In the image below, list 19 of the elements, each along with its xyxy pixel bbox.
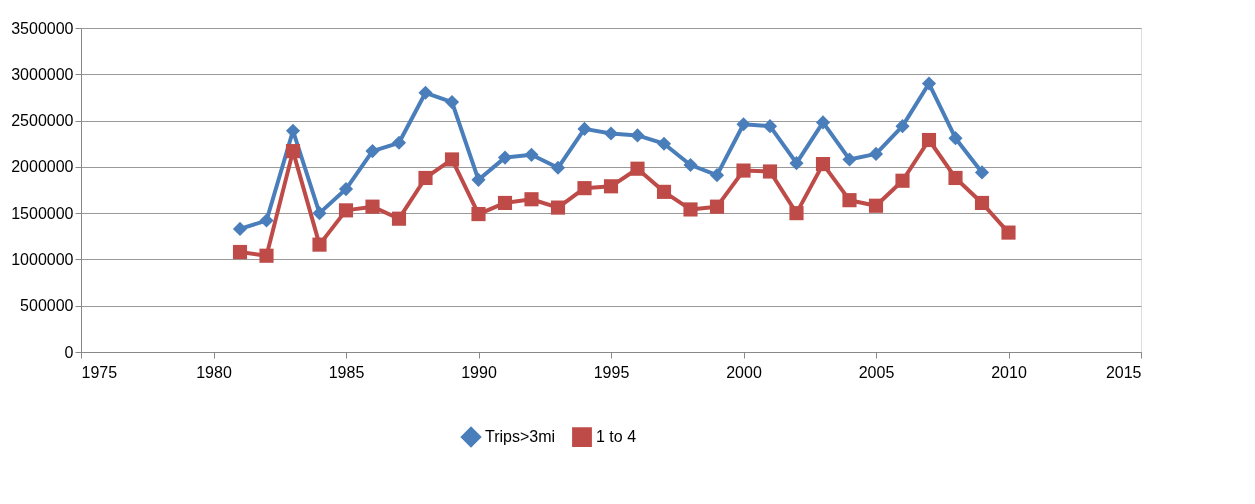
y-tick-label: 0: [64, 343, 74, 361]
legend-label: 1 to 4: [596, 428, 637, 446]
legend-label: Trips>3mi: [485, 428, 556, 446]
x-tick-label: 1980: [196, 363, 232, 381]
y-tick-label: 2000000: [11, 158, 74, 176]
y-tick-label: 3000000: [11, 65, 74, 83]
x-tick-label: 1990: [461, 363, 497, 381]
x-tick-label: 2010: [991, 363, 1027, 381]
x-tick-label: 1975: [81, 363, 118, 381]
y-tick-label: 500000: [20, 297, 74, 315]
x-tick-label: 2000: [726, 363, 762, 381]
x-tick-label: 1985: [328, 363, 365, 381]
x-tick-label: 1995: [593, 363, 630, 381]
x-tick-label: 2005: [858, 363, 895, 381]
y-tick-label: 2500000: [11, 112, 74, 130]
y-tick-label: 1500000: [11, 204, 74, 222]
x-tick-label: 2015: [1105, 363, 1142, 381]
y-tick-label: 3500000: [11, 19, 74, 37]
y-tick-label: 1000000: [11, 250, 74, 268]
